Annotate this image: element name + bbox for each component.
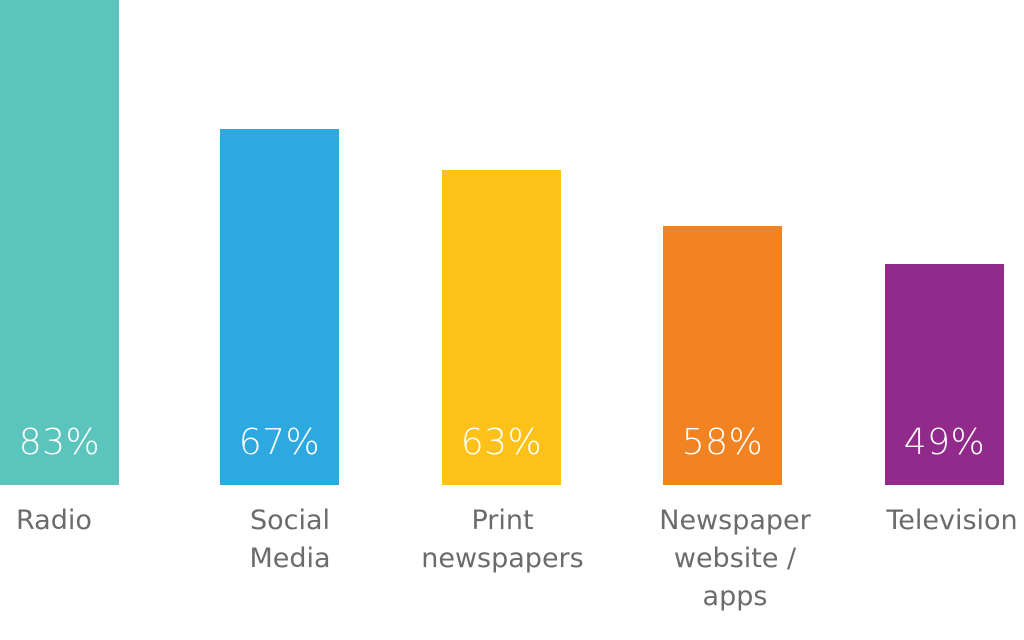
bar-radio: 83% <box>0 0 119 485</box>
bar-value: 58% <box>681 422 764 463</box>
bar-value: 49% <box>903 422 986 463</box>
bar-social-media: 67% <box>220 129 339 485</box>
category-label-radio: Radio <box>16 505 92 536</box>
bar-newspaper-website-apps: 58% <box>663 226 782 485</box>
category-label-social-media: Social Media <box>249 505 331 574</box>
category-label-television: Television <box>886 505 1018 536</box>
bar-value: 63% <box>460 422 543 463</box>
bar-value: 67% <box>238 422 321 463</box>
bar-television: 49% <box>885 264 1004 485</box>
bar-print-newspapers: 63% <box>442 170 561 485</box>
category-label-print-newspapers: Print newspapers <box>421 505 584 574</box>
bar-value: 83% <box>18 422 101 463</box>
category-label-newspaper-website-apps: Newspaper website / apps <box>659 505 811 612</box>
